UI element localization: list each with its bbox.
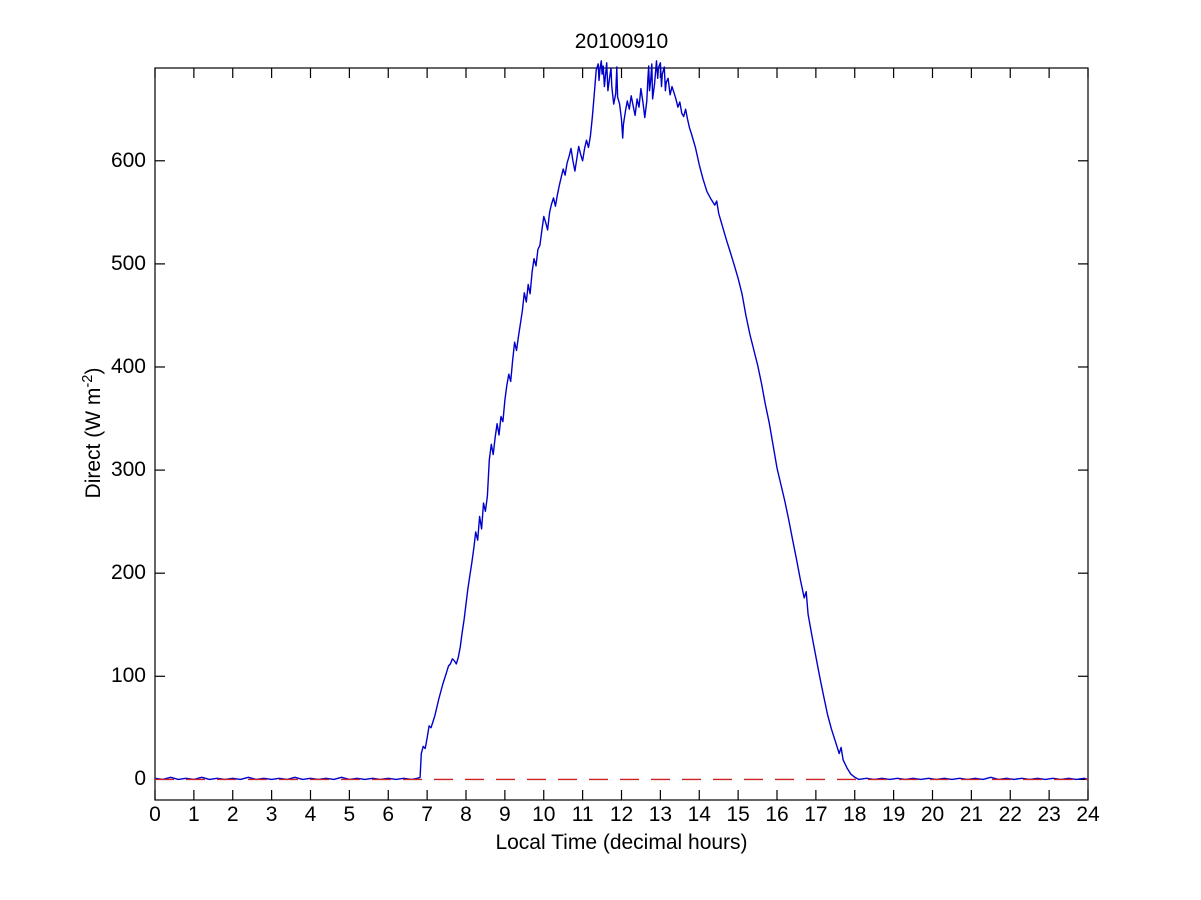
x-tick-label: 13 xyxy=(648,803,673,826)
x-tick-label: 0 xyxy=(149,803,161,826)
x-tick-label: 3 xyxy=(265,803,278,826)
x-tick-label: 23 xyxy=(1037,803,1061,826)
y-tick-label: 0 xyxy=(134,767,146,791)
x-tick-label: 22 xyxy=(998,803,1022,826)
x-tick-label: 2 xyxy=(226,803,239,826)
x-tick-label: 9 xyxy=(499,803,511,826)
x-tick-label: 14 xyxy=(687,803,711,826)
x-axis-label: Local Time (decimal hours) xyxy=(495,831,748,854)
y-tick-label: 500 xyxy=(110,251,146,275)
x-tick-label: 1 xyxy=(188,803,200,826)
x-tick-label: 7 xyxy=(421,803,433,826)
x-tick-label: 5 xyxy=(343,803,356,826)
x-tick-label: 19 xyxy=(881,803,906,826)
x-tick-label: 18 xyxy=(843,803,867,826)
x-tick-label: 12 xyxy=(609,803,634,826)
direct-irradiance-line xyxy=(154,60,1089,781)
x-tick-label: 8 xyxy=(460,803,472,826)
x-tick-label: 11 xyxy=(571,803,594,826)
x-tick-label: 6 xyxy=(382,803,395,826)
x-tick-label: 20 xyxy=(920,803,945,826)
y-tick-label: 200 xyxy=(110,561,146,585)
y-tick-label: 300 xyxy=(110,458,146,482)
x-tick-label: 16 xyxy=(765,803,789,826)
x-tick-label: 4 xyxy=(304,803,317,826)
x-tick-label: 21 xyxy=(959,803,984,826)
x-tick-label: 10 xyxy=(532,803,556,826)
x-tick-label: 17 xyxy=(804,803,828,826)
axes-box xyxy=(154,67,1089,801)
y-tick-label: 400 xyxy=(110,354,146,378)
y-tick-label: 100 xyxy=(110,664,146,688)
x-tick-label: 15 xyxy=(726,803,750,826)
chart-title: 20100910 xyxy=(574,30,669,53)
y-tick-label: 600 xyxy=(110,148,146,172)
x-tick-label: 24 xyxy=(1076,803,1100,826)
